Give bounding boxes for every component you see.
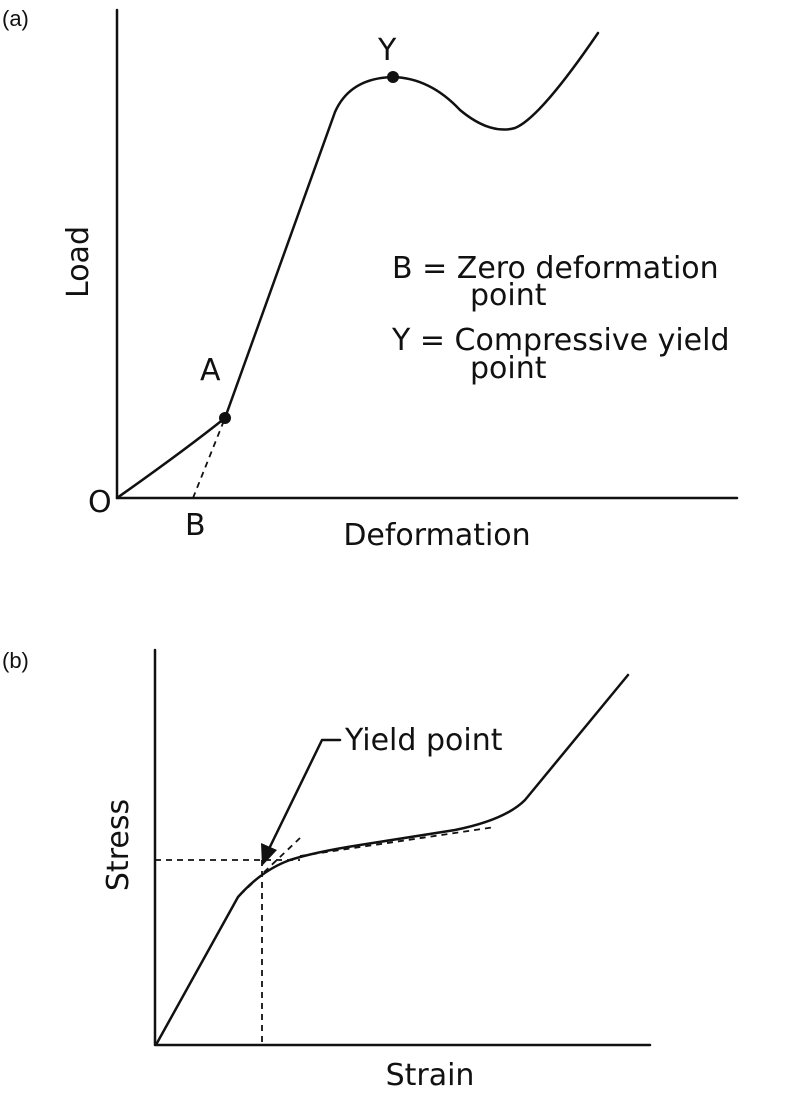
legend-line: point (470, 351, 547, 386)
load-curve (115, 31, 600, 500)
panel-a: (a) Load Deformation O A B Y B = Zero de… (2, 6, 739, 553)
point-a-dot (219, 412, 231, 424)
axes (153, 648, 652, 1047)
origin-label: O (88, 485, 112, 520)
y-axis-label: Load (61, 226, 96, 298)
arrowhead (261, 843, 277, 866)
panel-b: (b) Yield point Stress Strain (2, 648, 652, 1093)
point-a-label: A (200, 353, 221, 388)
annotation-leader (264, 738, 342, 857)
legend-line: point (470, 278, 547, 313)
annotation: Yield point (344, 723, 503, 758)
y-axis-label: Stress (101, 799, 136, 891)
panel-label: (a) (2, 6, 29, 31)
construction-lines (155, 826, 496, 1045)
legend-line: Y = Compressive yield (391, 323, 730, 358)
point-b-label: B (185, 508, 206, 543)
panel-label: (b) (2, 648, 29, 673)
legend-line: B = Zero deformation (392, 251, 719, 286)
x-axis-label: Strain (386, 1058, 475, 1093)
x-axis-label: Deformation (343, 518, 530, 553)
point-y-dot (387, 71, 399, 83)
point-y-label: Y (377, 33, 397, 68)
zero-deformation-line (192, 417, 226, 499)
